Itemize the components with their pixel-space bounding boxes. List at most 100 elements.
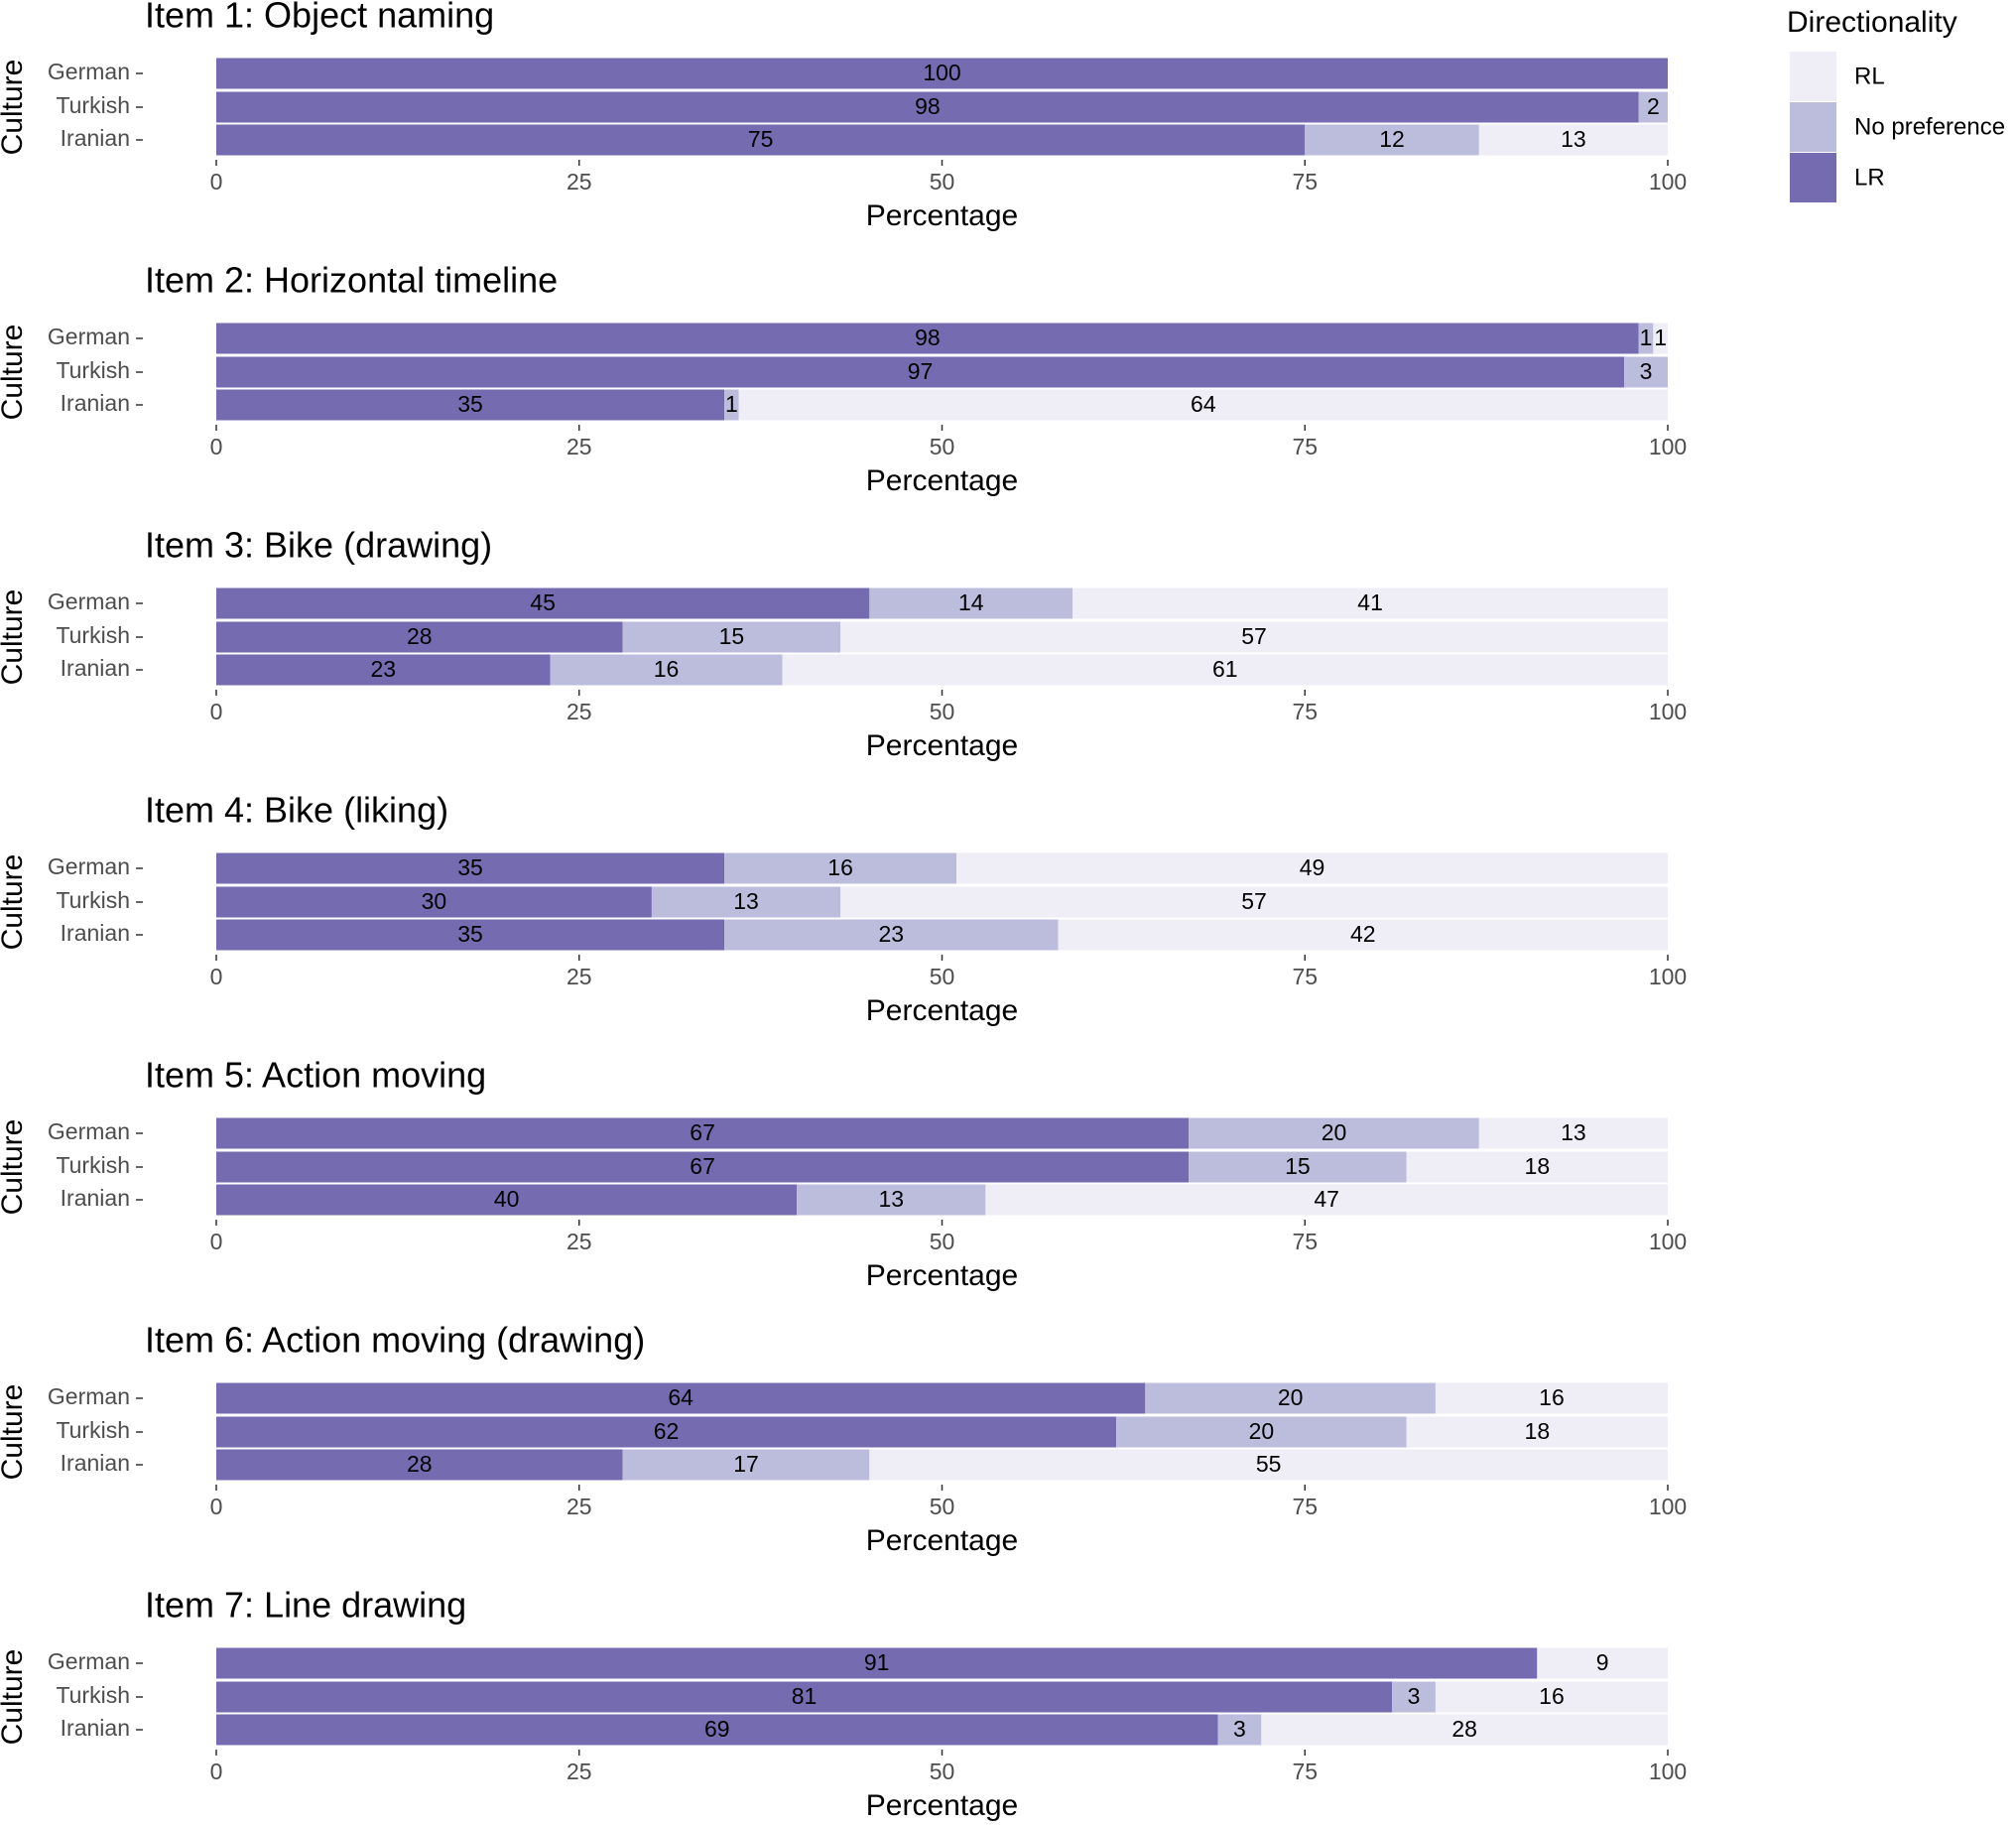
chart-title: Item 7: Line drawing <box>145 1585 466 1626</box>
legend-title: Directionality <box>1787 6 1957 39</box>
x-tick-label: 25 <box>567 1494 592 1519</box>
bar-segment <box>724 919 1059 951</box>
x-tick-label: 0 <box>210 1229 223 1254</box>
value-label: 16 <box>1539 1683 1565 1709</box>
x-tick-label: 100 <box>1649 964 1687 989</box>
x-axis-title: Percentage <box>866 1789 1018 1822</box>
value-label: 12 <box>1379 126 1405 152</box>
bar-segment <box>840 886 1668 918</box>
x-tick-label: 0 <box>210 699 223 724</box>
chart-title: Item 1: Object naming <box>145 0 494 36</box>
x-axis-title: Percentage <box>866 729 1018 762</box>
bar-segment <box>869 587 1073 619</box>
x-tick-label: 25 <box>567 434 592 459</box>
y-tick-label: Turkish <box>56 1417 130 1443</box>
value-label: 57 <box>1241 888 1267 914</box>
value-label: 1 <box>1654 325 1667 350</box>
y-tick-label: Iranian <box>61 1450 130 1476</box>
value-label: 13 <box>733 888 759 914</box>
chart-title: Item 6: Action moving (drawing) <box>145 1320 645 1361</box>
chart-title: Item 5: Action moving <box>145 1055 486 1096</box>
bar-segment <box>216 1151 1190 1183</box>
bar-segment <box>216 621 623 653</box>
y-tick-label: Iranian <box>61 1185 130 1211</box>
value-label: 20 <box>1249 1418 1275 1444</box>
x-axis-title: Percentage <box>866 1259 1018 1292</box>
bar-segment <box>651 886 841 918</box>
value-label: 57 <box>1241 623 1267 649</box>
bar-segment <box>1638 91 1668 123</box>
bar-segment <box>1058 919 1668 951</box>
value-label: 3 <box>1408 1683 1421 1709</box>
bar-segment <box>216 654 551 686</box>
value-label: 98 <box>915 93 941 119</box>
x-tick-label: 25 <box>567 699 592 724</box>
x-tick-label: 50 <box>930 1494 955 1519</box>
bar-segment <box>738 389 1668 421</box>
x-tick-label: 0 <box>210 169 223 195</box>
x-axis-title: Percentage <box>866 464 1018 497</box>
x-tick-label: 100 <box>1649 1759 1687 1784</box>
x-tick-label: 50 <box>930 169 955 195</box>
bar-segment <box>216 91 1639 123</box>
value-label: 3 <box>1233 1716 1246 1742</box>
x-tick-label: 0 <box>210 1759 223 1784</box>
y-tick-label: Iranian <box>61 920 130 946</box>
value-label: 23 <box>878 921 904 947</box>
value-label: 67 <box>690 1119 715 1145</box>
value-label: 62 <box>654 1418 680 1444</box>
value-label: 45 <box>530 589 556 615</box>
y-tick-label: Iranian <box>61 390 130 416</box>
y-tick-label: Turkish <box>56 92 130 118</box>
x-axis-title: Percentage <box>866 199 1018 232</box>
value-label: 97 <box>908 358 934 384</box>
value-label: 55 <box>1256 1451 1282 1477</box>
legend-label: No preference <box>1854 113 2005 140</box>
y-tick-label: German <box>48 59 130 84</box>
y-tick-label: German <box>48 1118 130 1144</box>
y-tick-label: Turkish <box>56 1152 130 1178</box>
x-tick-label: 75 <box>1292 1494 1318 1519</box>
bar-segment <box>622 621 841 653</box>
legend-swatch <box>1790 153 1836 202</box>
bar-segment <box>1305 124 1479 156</box>
value-label: 13 <box>878 1186 904 1212</box>
x-tick-label: 75 <box>1292 169 1318 195</box>
value-label: 17 <box>733 1451 759 1477</box>
bar-segment <box>216 1416 1117 1448</box>
x-tick-label: 75 <box>1292 1759 1318 1784</box>
value-label: 100 <box>923 60 960 85</box>
chart-title: Item 2: Horizontal timeline <box>145 260 558 301</box>
bar-segment <box>216 1382 1146 1414</box>
value-label: 28 <box>1451 1716 1477 1742</box>
value-label: 47 <box>1314 1186 1339 1212</box>
bar-segment <box>1072 587 1668 619</box>
x-tick-label: 100 <box>1649 169 1687 195</box>
value-label: 23 <box>370 656 396 682</box>
y-tick-label: Iranian <box>61 655 130 681</box>
bar-segment <box>550 654 783 686</box>
value-label: 20 <box>1322 1119 1347 1145</box>
x-tick-label: 75 <box>1292 964 1318 989</box>
bar-segment <box>216 587 870 619</box>
bar-segment <box>1638 323 1654 354</box>
bar-segment <box>216 1184 798 1216</box>
bar-segment <box>1624 356 1668 388</box>
bar-segment <box>1435 1681 1668 1713</box>
bar-segment <box>956 852 1668 884</box>
bar-segment <box>216 886 652 918</box>
value-label: 16 <box>654 656 680 682</box>
value-label: 13 <box>1561 126 1586 152</box>
bar-segment <box>1189 1151 1407 1183</box>
bar-segment <box>840 621 1668 653</box>
bar-segment <box>216 356 1625 388</box>
value-label: 3 <box>1640 358 1653 384</box>
bar-segment <box>1392 1681 1436 1713</box>
value-label: 35 <box>457 921 483 947</box>
y-tick-label: Turkish <box>56 357 130 383</box>
value-label: 16 <box>827 854 853 880</box>
value-label: 1 <box>1640 325 1653 350</box>
bar-segment <box>1435 1382 1668 1414</box>
bar-segment <box>216 1117 1190 1149</box>
legend-swatch <box>1790 102 1836 152</box>
